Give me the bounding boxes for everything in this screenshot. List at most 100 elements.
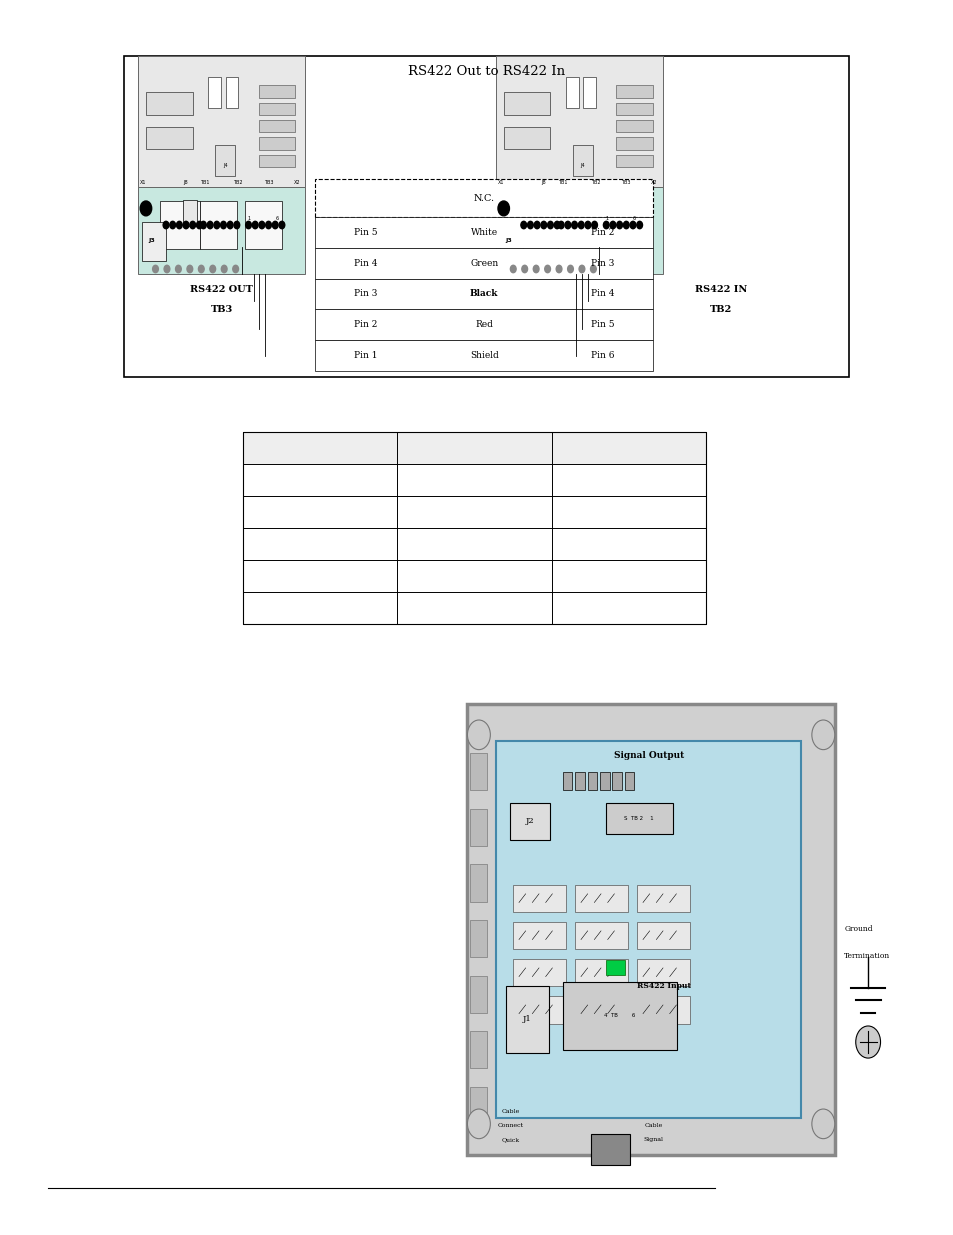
Bar [470,976,487,1013]
Bar [624,772,634,790]
Bar [616,85,652,98]
Bar [503,93,550,115]
Circle shape [258,221,265,228]
Bar [513,923,565,950]
Text: Pin 5: Pin 5 [354,228,377,237]
Bar [562,772,572,790]
Circle shape [233,266,238,273]
Text: TB2: TB2 [233,180,243,185]
Text: RS422 Out to RS422 In: RS422 Out to RS422 In [408,65,564,79]
Text: 6: 6 [274,216,278,221]
Text: Pin 4: Pin 4 [354,259,377,268]
Text: RS422 OUT: RS422 OUT [191,285,253,294]
Bar [562,982,677,1050]
Circle shape [578,221,583,228]
Text: Cable: Cable [643,1123,662,1128]
Bar [575,997,627,1024]
Text: Pin 2: Pin 2 [590,228,614,237]
Text: TB2: TB2 [591,180,600,185]
Bar [314,279,653,309]
Circle shape [811,1109,834,1139]
Circle shape [183,221,189,228]
Bar [591,1134,629,1165]
Bar [225,77,238,107]
Bar [470,920,487,957]
Text: TB2: TB2 [710,305,732,314]
Text: 1: 1 [605,216,608,221]
Circle shape [227,221,233,228]
Bar [470,864,487,902]
Bar [513,885,565,913]
Bar [183,200,196,226]
Text: Pin 4: Pin 4 [590,289,614,299]
Circle shape [571,221,577,228]
Text: Shield: Shield [469,351,498,359]
Circle shape [520,221,526,228]
Text: J8: J8 [540,180,545,185]
Circle shape [602,221,608,228]
Circle shape [616,221,621,228]
Circle shape [175,266,181,273]
Text: Black: Black [470,289,497,299]
Bar [572,146,592,177]
Bar [258,120,295,132]
Bar [314,340,653,370]
Text: Pin 2: Pin 2 [354,320,377,329]
Bar [575,772,584,790]
Text: Signal: Signal [643,1137,662,1142]
Circle shape [540,221,546,228]
Bar [575,923,627,950]
Circle shape [152,266,158,273]
Bar [496,56,662,186]
Bar [616,137,652,149]
Circle shape [170,221,175,228]
Bar [258,103,295,115]
Bar [138,56,305,186]
Bar [602,201,639,249]
Bar [496,741,801,1118]
Bar [637,960,689,987]
Text: J4: J4 [580,163,584,168]
Bar [637,885,689,913]
Text: TB1: TB1 [558,180,567,185]
Text: TB1: TB1 [200,180,210,185]
Text: J3: J3 [505,238,512,243]
Circle shape [521,266,527,273]
Text: Termination: Termination [843,952,889,961]
Text: X1: X1 [140,180,147,185]
Circle shape [497,201,509,216]
Circle shape [527,221,533,228]
Bar [258,85,295,98]
Text: X1: X1 [497,180,504,185]
Text: RS422 IN: RS422 IN [695,285,747,294]
Bar [245,201,281,249]
Text: Pin 5: Pin 5 [590,320,614,329]
Circle shape [196,221,202,228]
Bar [637,997,689,1024]
Bar [142,221,166,261]
Circle shape [590,266,596,273]
Bar [243,432,705,624]
Bar [616,103,652,115]
Circle shape [558,221,563,228]
Circle shape [556,266,561,273]
Circle shape [623,221,629,228]
Bar [314,309,653,340]
Circle shape [220,221,226,228]
Text: TB3: TB3 [263,180,273,185]
Text: Pin 3: Pin 3 [354,289,377,299]
Bar [499,221,522,261]
Circle shape [140,201,152,216]
Text: RS422 Input: RS422 Input [637,982,690,990]
Circle shape [467,1109,490,1139]
Text: X2: X2 [651,180,658,185]
Bar [258,154,295,167]
Bar [513,997,565,1024]
Bar [470,753,487,790]
Circle shape [265,221,272,228]
Circle shape [547,221,553,228]
Circle shape [190,221,195,228]
Text: Green: Green [470,259,497,268]
Circle shape [207,221,213,228]
Bar [605,803,672,834]
